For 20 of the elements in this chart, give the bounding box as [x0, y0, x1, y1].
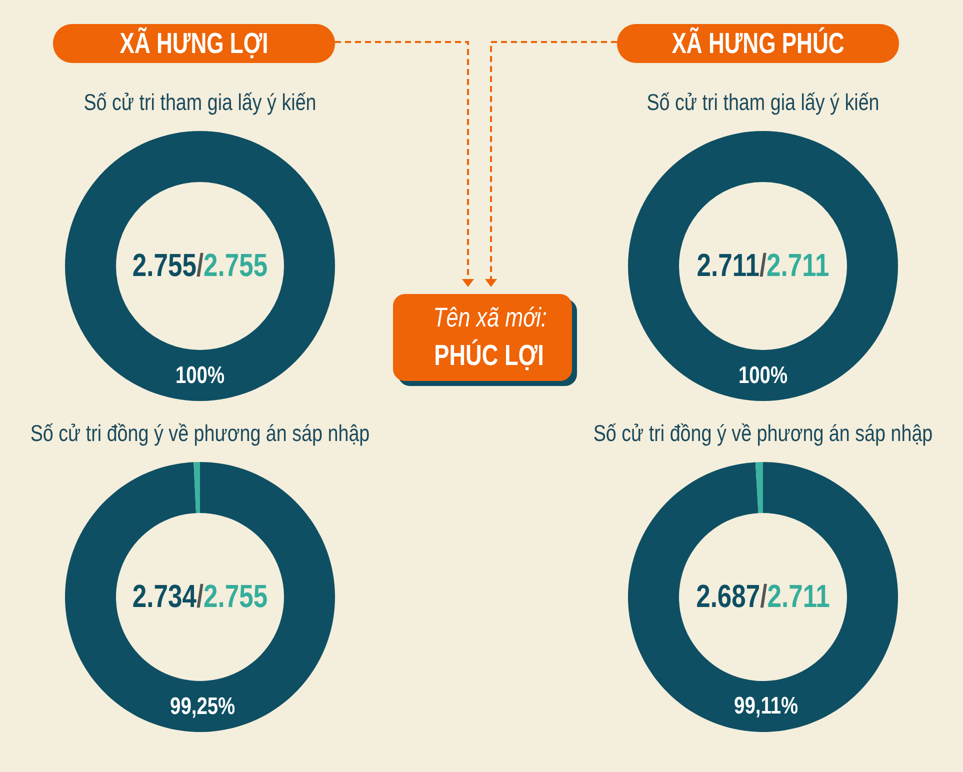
chart-title: Số cử tri tham gia lấy ý kiến	[84, 90, 316, 116]
text: PHÚC LỢI	[434, 338, 544, 372]
data-label: 99,25%	[170, 692, 236, 720]
text: XÃ HƯNG LỢI	[120, 27, 268, 60]
chart-title: Số cử tri đồng ý về phương án sáp nhập	[593, 421, 933, 447]
data-label: 99,11%	[734, 692, 798, 720]
chart-title: Số cử tri đồng ý về phương án sáp nhập	[30, 421, 370, 447]
chart-title: Số cử tri tham gia lấy ý kiến	[646, 90, 880, 116]
text: Tên xã mới:	[433, 303, 547, 333]
text: 2.755/2.755	[132, 248, 268, 284]
text: 2.711/2.711	[696, 248, 830, 284]
text: XÃ HƯNG PHÚC	[672, 27, 844, 60]
data-label: 100%	[175, 360, 225, 388]
text: 2.687/2.711	[696, 579, 830, 615]
donut-slice	[755, 462, 763, 514]
donut-slice	[65, 462, 335, 732]
donut-slice	[628, 462, 898, 732]
data-label: 100%	[738, 360, 788, 388]
donut-slice	[194, 462, 200, 514]
text: 2.734/2.755	[132, 579, 268, 615]
